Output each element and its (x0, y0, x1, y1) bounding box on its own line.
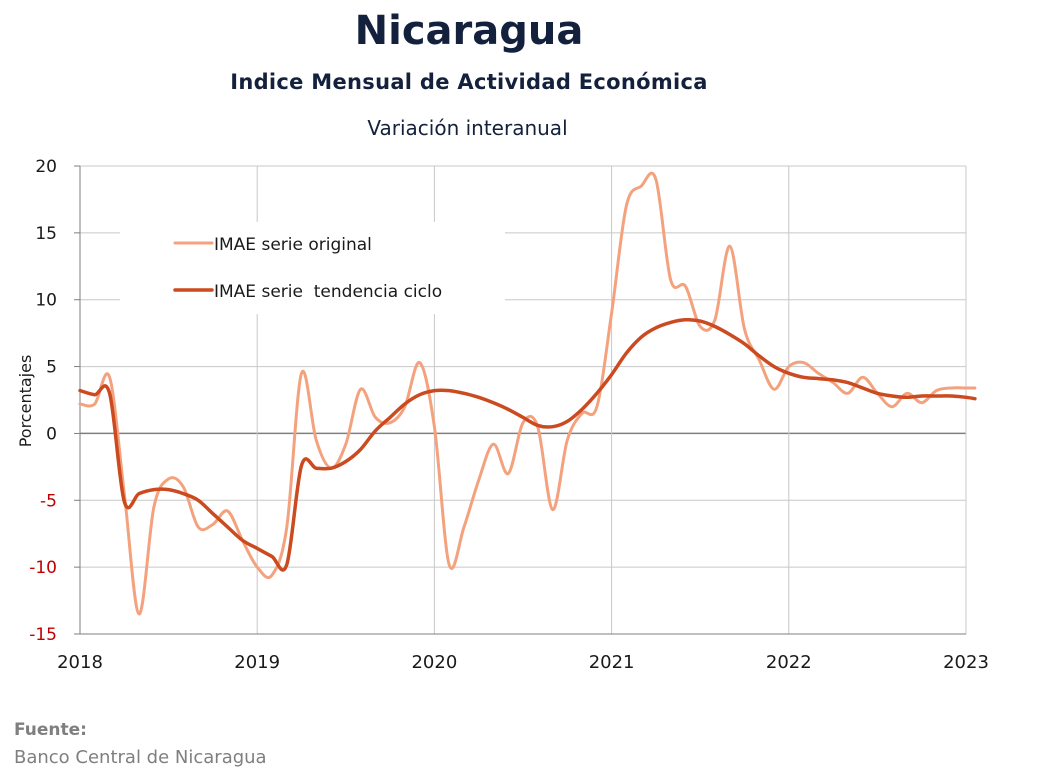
source-label: Fuente: (14, 720, 87, 740)
legend-background (120, 222, 505, 314)
legend-label-original: IMAE serie original (214, 235, 372, 255)
x-tick-label: 2020 (411, 652, 457, 673)
legend: IMAE serie original IMAE serie tendencia… (120, 222, 505, 314)
y-tick-label: 10 (35, 291, 57, 311)
chart-subtitle: Indice Mensual de Actividad Económica (230, 70, 708, 94)
y-tick-label: -15 (29, 625, 57, 645)
series-line-trend (78, 317, 977, 572)
y-tick-label: -10 (29, 558, 57, 578)
x-tick-label: 2019 (234, 652, 280, 673)
source-text: Banco Central de Nicaragua (14, 747, 267, 768)
x-tick-label: 2018 (57, 652, 103, 673)
series-line-original (78, 171, 977, 616)
x-tick-label: 2021 (589, 652, 635, 673)
x-tick-label: 2023 (943, 652, 989, 673)
series (78, 171, 977, 616)
y-tick-label: 20 (35, 157, 57, 177)
y-axis-label: Porcentajes (16, 355, 35, 448)
chart-title: Nicaragua (354, 8, 584, 54)
y-tick-label: 5 (46, 358, 57, 378)
x-tick-label: 2022 (766, 652, 812, 673)
y-tick-label: 0 (46, 424, 57, 444)
y-tick-label: 15 (35, 224, 57, 244)
y-tick-label: -5 (40, 491, 57, 511)
chart-subsubtitle: Variación interanual (367, 116, 568, 140)
legend-label-trend: IMAE serie tendencia ciclo (214, 282, 442, 302)
